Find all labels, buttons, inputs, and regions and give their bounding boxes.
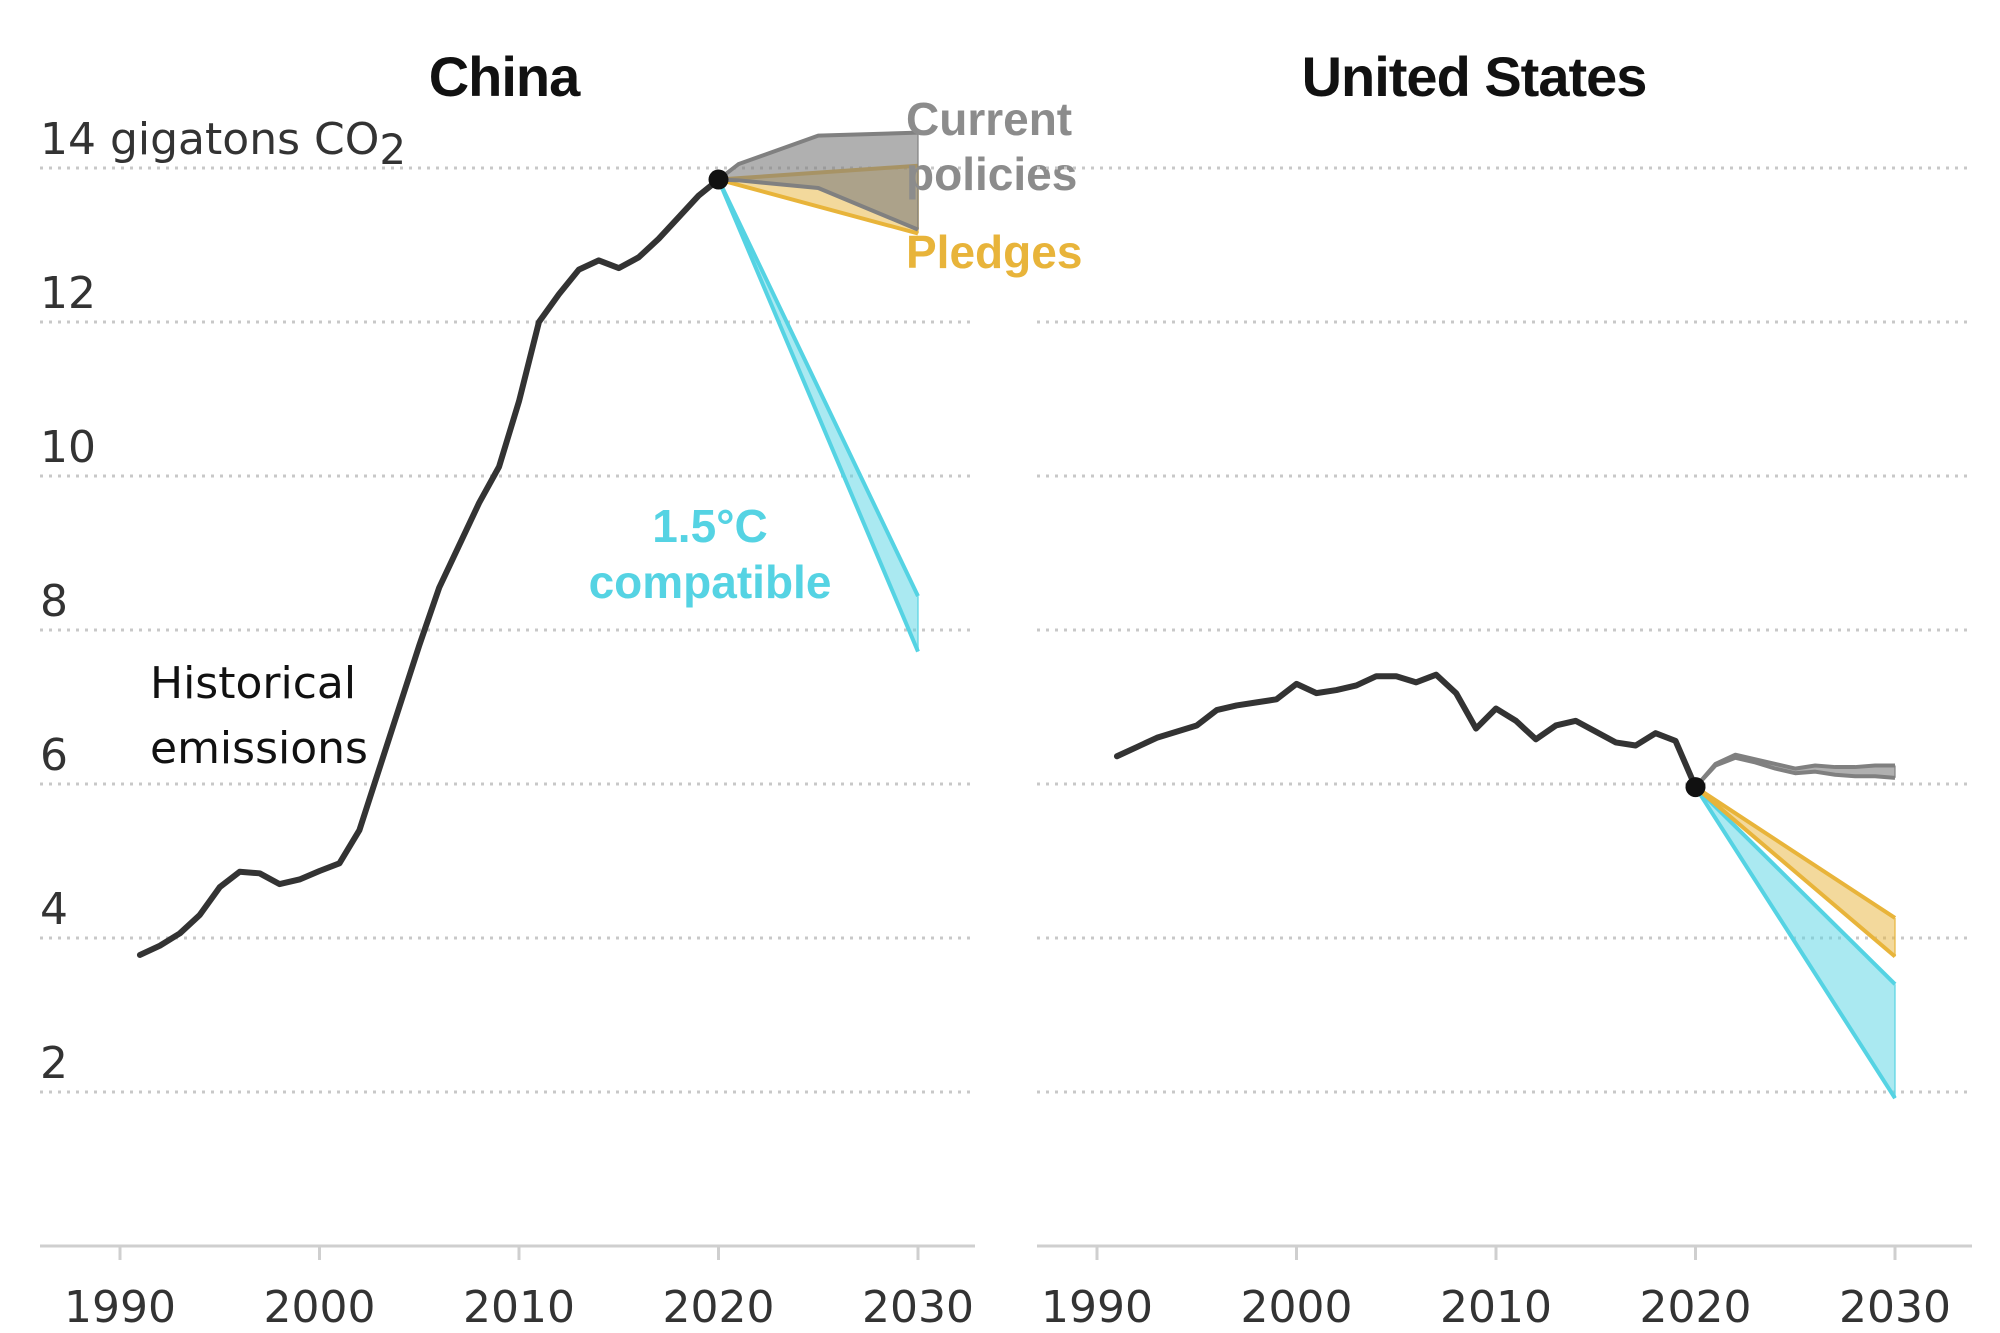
us-historical-line xyxy=(1113,671,1699,791)
current-policies-band xyxy=(1695,754,1895,788)
current-policies-lower-edge xyxy=(1694,755,1896,789)
china-panel-title: China xyxy=(429,45,581,108)
china-2020-marker xyxy=(708,169,729,190)
historical-label-line-2: emissions xyxy=(150,723,368,774)
x-tick-label-1990: 1990 xyxy=(64,1282,176,1333)
china-panel: 2 4 6 8 10 12 1990 2000 2010 2020 2030 China 14 g… xyxy=(40,45,1082,1333)
china-y-unit-label: 14 gigatons CO2 xyxy=(40,114,406,174)
y-tick-label-2: 2 xyxy=(40,1038,68,1089)
current-policies-label-line-2: policies xyxy=(906,148,1077,200)
pledges-lower-edge xyxy=(1694,785,1897,959)
one-point-five-lower-edge xyxy=(1693,786,1897,1100)
us-projection-bands xyxy=(1693,752,1897,1100)
pledges-lower-edge xyxy=(717,177,919,236)
x-tick-label-1990: 1990 xyxy=(1041,1282,1153,1333)
china-y-unit-text: 14 gigatons CO xyxy=(40,114,379,165)
x-tick-label-2020: 2020 xyxy=(1640,1282,1752,1333)
pledges-label: Pledges xyxy=(906,226,1082,278)
pledges-upper-edge xyxy=(1694,785,1897,920)
china-historical-label: Historical emissions xyxy=(150,658,368,774)
current-policies-label: Current policies xyxy=(906,93,1077,200)
one-point-five-lower-edge xyxy=(716,178,920,653)
x-tick-label-2030: 2030 xyxy=(1839,1282,1951,1333)
china-y-unit-subscript: 2 xyxy=(379,125,406,174)
x-tick-label-2010: 2010 xyxy=(463,1282,575,1333)
china-projection-bands xyxy=(716,130,920,653)
one-point-five-label-line-1: 1.5°C xyxy=(652,500,768,552)
x-tick-label-2000: 2000 xyxy=(264,1282,376,1333)
us-gridlines xyxy=(1037,166,1972,1094)
y-tick-label-10: 10 xyxy=(40,422,96,473)
x-tick-label-2010: 2010 xyxy=(1440,1282,1552,1333)
us-panel: 1990 2000 2010 2020 2030 United States xyxy=(1037,45,1972,1333)
china-historical-line xyxy=(136,176,722,958)
y-tick-label-8: 8 xyxy=(40,576,68,627)
x-tick-label-2020: 2020 xyxy=(663,1282,775,1333)
one-point-five-upper-edge xyxy=(1694,785,1897,986)
one-point-five-label: 1.5°C compatible xyxy=(589,500,832,608)
us-x-ticks: 1990 2000 2010 2020 2030 xyxy=(1041,1246,1951,1333)
current-policies-upper-edge xyxy=(717,130,919,182)
x-tick-label-2000: 2000 xyxy=(1241,1282,1353,1333)
historical-label-line-1: Historical xyxy=(150,658,356,709)
one-point-five-upper-edge xyxy=(716,178,920,597)
us-2020-marker xyxy=(1685,777,1706,798)
one-point-five-label-line-2: compatible xyxy=(589,556,832,608)
current-policies-upper-edge xyxy=(1693,752,1895,789)
current-policies-band xyxy=(718,132,918,230)
y-tick-label-12: 12 xyxy=(40,268,96,319)
china-gridlines xyxy=(40,166,975,1094)
x-tick-label-2030: 2030 xyxy=(862,1282,974,1333)
us-panel-title: United States xyxy=(1302,45,1647,108)
y-tick-label-4: 4 xyxy=(40,884,68,935)
china-x-ticks: 1990 2000 2010 2020 2030 xyxy=(64,1246,974,1333)
y-tick-label-6: 6 xyxy=(40,730,68,781)
current-policies-label-line-1: Current xyxy=(906,93,1072,145)
china-y-tick-labels: 2 4 6 8 10 12 xyxy=(40,268,96,1089)
